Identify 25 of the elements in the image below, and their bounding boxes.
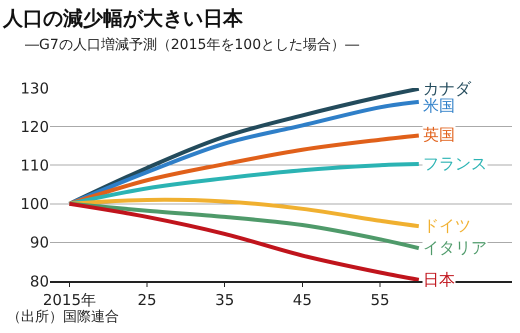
y-tick-label: 90: [30, 234, 49, 252]
series-label: イタリア: [423, 238, 487, 257]
x-tick-label: 35: [215, 290, 234, 309]
x-tick-label: 55: [370, 290, 390, 309]
line-series: [67, 133, 421, 206]
text: （出所）国際連合: [7, 309, 119, 325]
series-label: 英国: [423, 125, 455, 144]
x-tick-label: 45: [292, 290, 312, 309]
series-label: ドイツ: [423, 216, 471, 235]
series-label: フランス: [423, 154, 487, 173]
series-label: 米国: [423, 96, 455, 115]
chart-title: 人口の減少幅が大きい日本: [2, 6, 244, 30]
series-label: カナダ: [423, 79, 472, 98]
y-tick-label: 100: [20, 195, 49, 214]
y-tick-label: 80: [30, 272, 49, 290]
line-series: [67, 198, 421, 228]
y-tick-label: 110: [20, 156, 49, 174]
y-tick-label: 120: [20, 118, 49, 136]
x-tick-label: 25: [138, 290, 157, 309]
series-label: 日本: [423, 270, 455, 289]
x-tick-label: 2015年: [42, 290, 96, 309]
chart-subtitle: ―G7の人口増減予測（2015年を100とした場合）―: [25, 36, 360, 53]
line-series: [67, 202, 421, 281]
line-series: [67, 162, 421, 206]
y-tick-label: 130: [20, 79, 49, 98]
